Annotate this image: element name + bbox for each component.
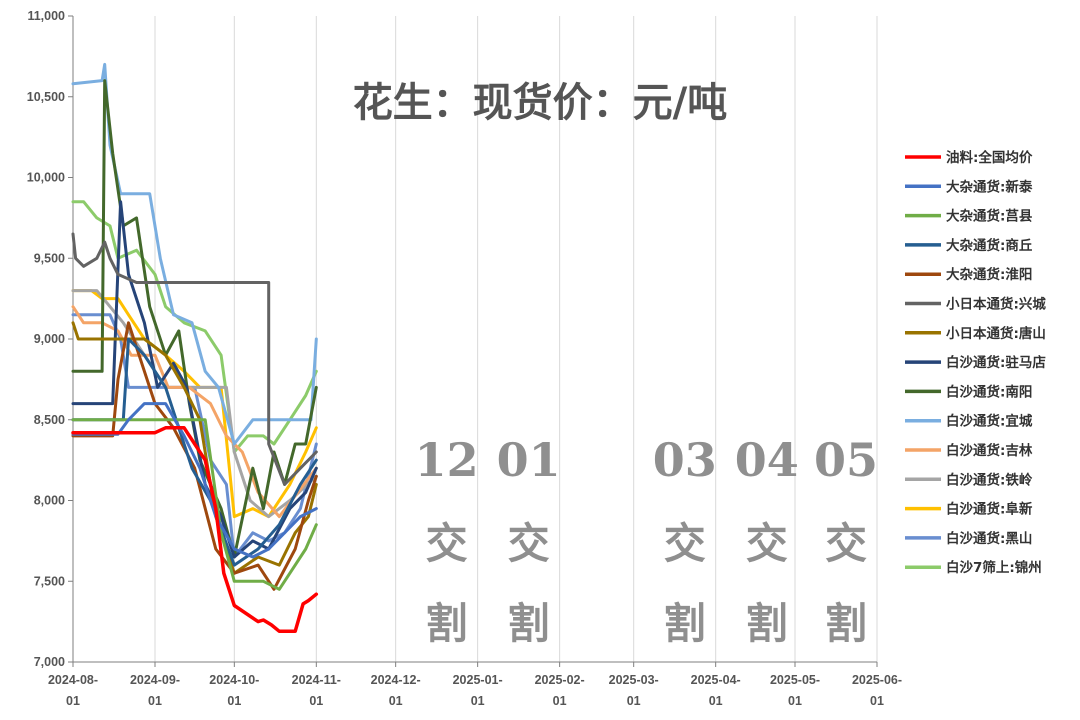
x-tick-label: 2025-04- [691,673,741,687]
x-tick-label: 2024-12- [371,673,421,687]
x-tick-label: 2025-02- [535,673,585,687]
x-tick-label: 01 [148,694,162,708]
x-tick-label: 2024-09- [130,673,180,687]
x-tick-label: 01 [66,694,80,708]
series-line [71,305,318,519]
delivery-label: 交 [746,519,788,568]
x-tick-label: 2025-05- [770,673,820,687]
legend-label: 大杂通货:莒县 [946,208,1033,225]
delivery-label: 交 [508,519,550,568]
y-tick-label: 7,000 [34,655,65,669]
x-tick-label: 2025-01- [453,673,503,687]
x-tick-label: 01 [471,694,485,708]
delivery-month-label: 12 [415,433,479,487]
legend-label: 白沙通货:阜新 [946,501,1033,518]
x-tick-label: 01 [788,694,802,708]
delivery-label: 交 [825,519,867,568]
legend-label: 大杂通货:商丘 [946,237,1033,254]
delivery-label: 割 [746,599,788,648]
x-tick-label: 01 [389,694,403,708]
x-tick-label: 01 [227,694,241,708]
y-tick-label: 9,500 [34,251,65,265]
delivery-label: 交 [426,519,468,568]
legend-label: 大杂通货:新泰 [946,178,1033,195]
delivery-label: 割 [426,599,468,648]
x-tick-label: 2025-03- [609,673,659,687]
legend-label: 小日本通货:兴城 [946,296,1046,313]
y-tick-label: 8,500 [34,413,65,427]
series-line [71,426,319,634]
x-tick-label: 01 [709,694,723,708]
chart-grid [154,16,878,662]
legend: 油料:全国均价大杂通货:新泰大杂通货:莒县大杂通货:商丘大杂通货:淮阳小日本通货… [905,149,1046,576]
series-lines [71,62,319,634]
series-line [71,337,318,567]
series-line [71,79,318,559]
x-tick-label: 01 [309,694,323,708]
x-tick-label: 2024-10- [209,673,259,687]
chart-title: 花生：现货价：元/吨 [353,80,728,126]
legend-label: 白沙通货:宜城 [946,413,1033,430]
y-tick-label: 10,500 [27,90,65,104]
series-line [71,289,318,519]
series-line [71,232,318,486]
delivery-label: 割 [664,599,706,648]
y-tick-label: 10,000 [27,171,65,185]
series-line [71,200,318,559]
x-axis: 2024-08- 01 2024-09- 01 2024-10- 01 2024-11- 01… [48,661,902,708]
legend-label: 白沙通货:铁岭 [946,471,1033,488]
y-tick-label: 9,000 [34,332,65,346]
delivery-label: 割 [825,599,867,648]
y-tick-label: 8,000 [34,494,65,508]
x-tick-label: 01 [627,694,641,708]
x-tick-label: 01 [553,694,567,708]
legend-label: 白沙通货:吉林 [946,442,1033,459]
delivery-month-label: 01 [497,433,561,487]
y-tick-label: 11,000 [27,9,65,23]
series-line [71,321,318,591]
delivery-month-label: 04 [735,433,799,487]
legend-label: 白沙通货:驻马店 [946,354,1046,371]
series-line [71,402,318,559]
y-tick-label: 7,500 [34,574,65,588]
x-tick-label: 2024-11- [292,673,341,687]
legend-label: 白沙通货:南阳 [946,383,1032,400]
legend-label: 小日本通货:唐山 [946,325,1046,342]
legend-label: 大杂通货:淮阳 [946,266,1032,283]
series-line [71,289,318,519]
legend-label: 油料:全国均价 [946,149,1033,166]
delivery-month-label: 03 [653,433,717,487]
x-tick-label: 2025-06- [852,673,902,687]
delivery-label: 交 [664,519,706,568]
series-line [71,418,318,591]
legend-label: 白沙7筛上:锦州 [946,559,1042,576]
x-tick-label: 01 [870,694,884,708]
delivery-label: 割 [508,599,550,648]
y-axis: 7,000 7,500 8,000 8,500 9,000 9,500 10,000 10,5… [27,9,74,669]
delivery-month-label: 05 [814,433,878,487]
x-tick-label: 2024-08- [48,673,98,687]
legend-label: 白沙通货:黑山 [946,530,1032,547]
